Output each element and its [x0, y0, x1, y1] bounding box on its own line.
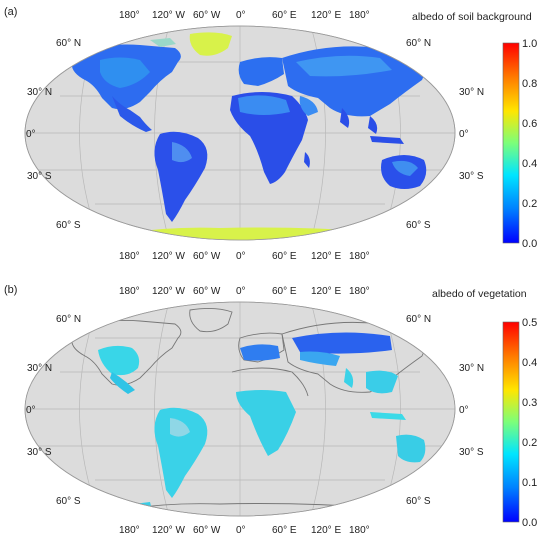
- colorbar-tick: 0.2: [522, 198, 537, 210]
- panel-b-lat-labels-left: 60° N 30° N 0° 30° S 60° S: [26, 314, 81, 507]
- lat-label: 60° S: [406, 496, 431, 507]
- lon-label: 120° W: [152, 286, 185, 297]
- lon-label: 180°: [349, 525, 370, 536]
- panel-a: (a) albedo of soil background: [4, 6, 537, 262]
- colorbar-ramp: [502, 42, 520, 244]
- lon-label: 180°: [119, 251, 140, 262]
- lon-label: 180°: [349, 10, 370, 21]
- lon-label: 180°: [119, 525, 140, 536]
- lat-label: 60° N: [406, 38, 431, 49]
- lon-label: 180°: [349, 251, 370, 262]
- colorbar-tick: 0.0: [522, 517, 537, 529]
- panel-b-lat-labels-right: 60° N 30° N 0° 30° S 60° S: [406, 314, 484, 507]
- panel-b-colorbar: 0.5 0.4 0.3 0.2 0.1 0.0: [502, 317, 537, 529]
- lat-label: 30° N: [27, 87, 52, 98]
- panel-a-lon-labels-top: 180° 120° W 60° W 0° 60° E 120° E 180°: [119, 10, 370, 21]
- panel-a-lon-labels-bottom: 180° 120° W 60° W 0° 60° E 120° E 180°: [119, 251, 370, 262]
- panel-b-title: albedo of vegetation: [432, 288, 527, 300]
- lon-label: 180°: [119, 286, 140, 297]
- lon-label: 120° W: [152, 10, 185, 21]
- colorbar-tick: 0.0: [522, 238, 537, 250]
- lon-label: 120° W: [152, 251, 185, 262]
- lat-label: 60° S: [56, 496, 81, 507]
- lon-label: 180°: [349, 286, 370, 297]
- panel-a-title: albedo of soil background: [412, 11, 532, 23]
- lat-label: 60° N: [56, 38, 81, 49]
- lat-label: 60° N: [56, 314, 81, 325]
- lon-label: 60° E: [272, 10, 297, 21]
- panel-b-lon-labels-top: 180° 120° W 60° W 0° 60° E 120° E 180°: [119, 286, 370, 297]
- colorbar-tick: 0.6: [522, 118, 537, 130]
- lat-label: 30° N: [459, 87, 484, 98]
- colorbar-tick: 0.1: [522, 477, 537, 489]
- lon-label: 0°: [236, 10, 246, 21]
- panel-a-tag: (a): [4, 6, 17, 18]
- lat-label: 30° S: [459, 447, 484, 458]
- lon-label: 120° E: [311, 525, 341, 536]
- lon-label: 60° W: [193, 251, 221, 262]
- lat-label: 0°: [459, 405, 469, 416]
- lon-label: 120° E: [311, 286, 341, 297]
- lon-label: 120° E: [311, 251, 341, 262]
- lat-label: 30° N: [27, 363, 52, 374]
- lat-label: 60° S: [406, 220, 431, 231]
- colorbar-tick: 0.5: [522, 317, 537, 329]
- lon-label: 60° E: [272, 251, 297, 262]
- panel-b-map: [24, 301, 456, 517]
- panel-a-map: [24, 25, 456, 241]
- panel-a-colorbar: 1.0 0.8 0.6 0.4 0.2 0.0: [502, 38, 537, 250]
- lat-label: 0°: [26, 129, 36, 140]
- panel-b: (b) albedo of vegetation: [4, 284, 537, 536]
- colorbar-tick: 1.0: [522, 38, 537, 50]
- lon-label: 60° E: [272, 286, 297, 297]
- lon-label: 0°: [236, 251, 246, 262]
- lon-label: 120° E: [311, 10, 341, 21]
- lat-label: 30° S: [27, 447, 52, 458]
- lon-label: 60° E: [272, 525, 297, 536]
- lat-label: 30° S: [27, 171, 52, 182]
- colorbar-tick: 0.8: [522, 78, 537, 90]
- panel-b-lon-labels-bottom: 180° 120° W 60° W 0° 60° E 120° E 180°: [119, 525, 370, 536]
- lon-label: 180°: [119, 10, 140, 21]
- lon-label: 0°: [236, 286, 246, 297]
- lat-label: 0°: [26, 405, 36, 416]
- lon-label: 0°: [236, 525, 246, 536]
- colorbar-tick: 0.4: [522, 158, 537, 170]
- colorbar-ramp: [502, 321, 520, 523]
- lon-label: 120° W: [152, 525, 185, 536]
- lat-label: 0°: [459, 129, 469, 140]
- panel-a-lat-labels-left: 60° N 30° N 0° 30° S 60° S: [26, 38, 81, 231]
- lon-label: 60° W: [193, 10, 221, 21]
- lon-label: 60° W: [193, 286, 221, 297]
- lat-label: 30° N: [459, 363, 484, 374]
- colorbar-tick: 0.3: [522, 397, 537, 409]
- panel-b-tag: (b): [4, 284, 17, 296]
- colorbar-tick: 0.4: [522, 357, 537, 369]
- lat-label: 60° S: [56, 220, 81, 231]
- lat-label: 60° N: [406, 314, 431, 325]
- lat-label: 30° S: [459, 171, 484, 182]
- colorbar-tick: 0.2: [522, 437, 537, 449]
- lon-label: 60° W: [193, 525, 221, 536]
- panel-a-lat-labels-right: 60° N 30° N 0° 30° S 60° S: [406, 38, 484, 231]
